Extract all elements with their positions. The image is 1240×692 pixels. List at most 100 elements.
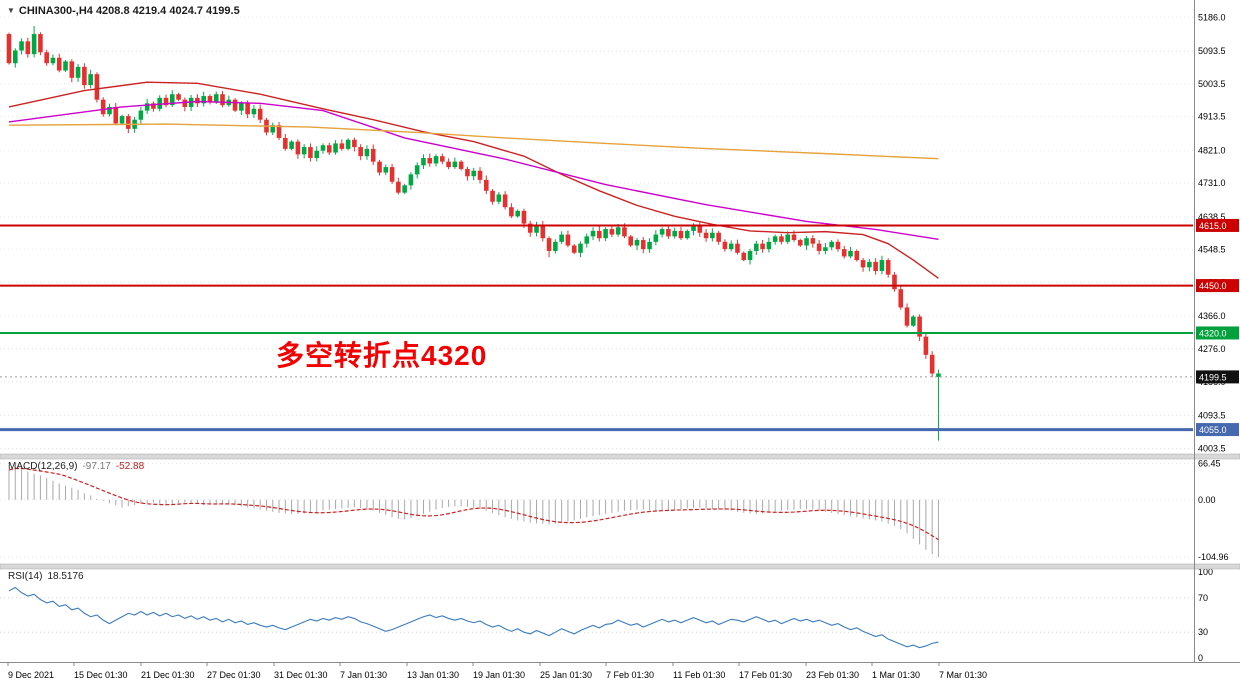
candle — [816, 243, 822, 251]
candle — [647, 241, 652, 250]
candle — [515, 210, 520, 217]
candle — [622, 227, 627, 237]
time-label: 17 Feb 01:30 — [739, 670, 792, 680]
candle — [697, 225, 703, 233]
candle — [44, 52, 49, 64]
candle — [440, 156, 445, 162]
candle — [452, 161, 458, 168]
candle — [465, 168, 470, 177]
chart-menu-icon[interactable]: ▼ — [7, 6, 15, 15]
candle — [502, 194, 508, 208]
candle — [345, 139, 351, 149]
candle — [69, 61, 75, 78]
candle — [396, 181, 401, 193]
time-label: 11 Feb 01:30 — [673, 670, 725, 680]
candle — [628, 236, 634, 246]
candle — [584, 236, 590, 244]
candle — [301, 147, 307, 155]
candle — [571, 245, 577, 253]
candle — [929, 354, 935, 374]
panel-separator[interactable] — [0, 563, 1240, 570]
candle — [703, 232, 709, 239]
candle — [50, 57, 56, 64]
candle — [232, 99, 238, 111]
price-scale-label: 4731.0 — [1198, 178, 1226, 188]
candle — [295, 141, 301, 155]
candle — [283, 137, 288, 149]
chart-title-text: CHINA300-,H4 4208.8 4219.4 4024.7 4199.5 — [18, 5, 240, 17]
candle — [119, 116, 125, 124]
candle — [195, 97, 200, 104]
candle — [320, 145, 326, 151]
candle — [483, 179, 489, 191]
candle — [19, 41, 24, 51]
candle — [546, 238, 552, 251]
candle — [540, 225, 546, 239]
candle — [421, 158, 426, 166]
candle — [898, 289, 904, 308]
candle — [383, 167, 389, 173]
candle — [339, 143, 345, 149]
time-label: 9 Dec 2021 — [8, 670, 54, 680]
candle — [496, 194, 502, 202]
candle — [527, 223, 533, 233]
candle — [710, 232, 715, 239]
candle — [239, 103, 244, 111]
candle — [245, 103, 250, 115]
candle — [841, 249, 847, 257]
candle — [364, 148, 370, 157]
macd-name: MACD(12,26,9) — [8, 461, 78, 472]
candle — [63, 61, 68, 71]
candle — [747, 250, 753, 261]
time-label: 7 Feb 01:30 — [606, 670, 654, 680]
candle — [251, 108, 257, 115]
annotation-text[interactable]: 多空转折点4320 — [276, 340, 488, 371]
candle — [597, 230, 602, 239]
price-scale-label: 5003.5 — [1198, 79, 1226, 89]
candle — [534, 225, 539, 233]
macd-value: -97.17 — [82, 461, 111, 472]
candle — [314, 150, 320, 158]
macd-scale-label: 66.45 — [1198, 459, 1221, 469]
price-badge-4055.0 — [1196, 423, 1239, 437]
candle — [823, 247, 828, 251]
ma-mid-line — [8, 100, 939, 240]
rsi-value: 18.5176 — [47, 571, 84, 582]
candle — [791, 234, 797, 241]
candle — [760, 243, 765, 250]
candle — [157, 97, 163, 109]
candle — [213, 94, 219, 102]
price-badge-4055.0-label: 4055.0 — [1199, 425, 1227, 435]
candle — [308, 147, 313, 158]
candle — [446, 161, 451, 168]
candle — [728, 243, 734, 250]
panel-separator[interactable] — [0, 453, 1240, 460]
candle — [810, 238, 816, 244]
price-scale-label: 4003.5 — [1198, 443, 1226, 453]
candle — [873, 261, 878, 272]
candle — [276, 125, 282, 138]
macd-scale-label: 0.00 — [1198, 495, 1216, 505]
candle — [565, 234, 571, 246]
candle — [911, 316, 916, 326]
macd-histogram — [8, 467, 939, 557]
candle — [904, 307, 910, 326]
candle — [804, 238, 809, 246]
candle — [854, 250, 860, 261]
ma-slow-line — [8, 123, 939, 160]
candle — [126, 116, 131, 129]
candle — [100, 99, 106, 115]
candle — [659, 229, 665, 235]
price-scale-label: 4638.5 — [1198, 212, 1226, 222]
time-label: 23 Feb 01:30 — [806, 670, 859, 680]
candle — [88, 74, 93, 86]
rsi-scale-label: 0 — [1198, 653, 1203, 663]
candle — [38, 34, 43, 53]
candle — [75, 66, 81, 78]
candle — [458, 161, 464, 169]
candle — [6, 34, 12, 64]
candle — [553, 241, 558, 251]
candle — [25, 41, 31, 55]
time-label: 31 Dec 01:30 — [274, 670, 328, 680]
